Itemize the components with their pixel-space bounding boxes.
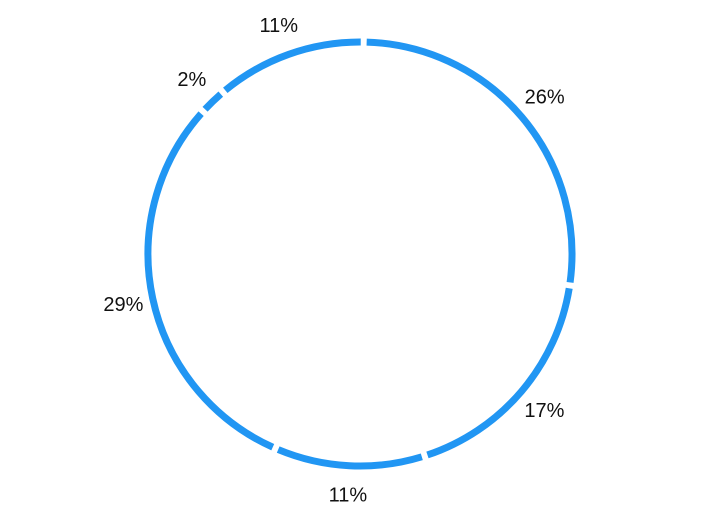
ring-slice: [276, 446, 423, 470]
ring-slice: [223, 38, 361, 94]
labels-layer: 26% 17% 11% 29% 2% 11%: [103, 15, 565, 507]
slice-percent-label: 17%: [524, 400, 564, 422]
slices-layer: [144, 38, 576, 470]
slice-percent-label: 11%: [259, 15, 298, 37]
ring-slice: [144, 111, 275, 451]
ring-slice: [426, 287, 573, 459]
slice-percent-label: 26%: [525, 87, 565, 109]
ring-slice: [366, 38, 576, 283]
slice-percent-label: 2%: [177, 69, 206, 91]
slice-percent-label: 11%: [329, 485, 368, 507]
slice-percent-label: 29%: [103, 294, 143, 316]
ring-slice: [202, 91, 224, 112]
